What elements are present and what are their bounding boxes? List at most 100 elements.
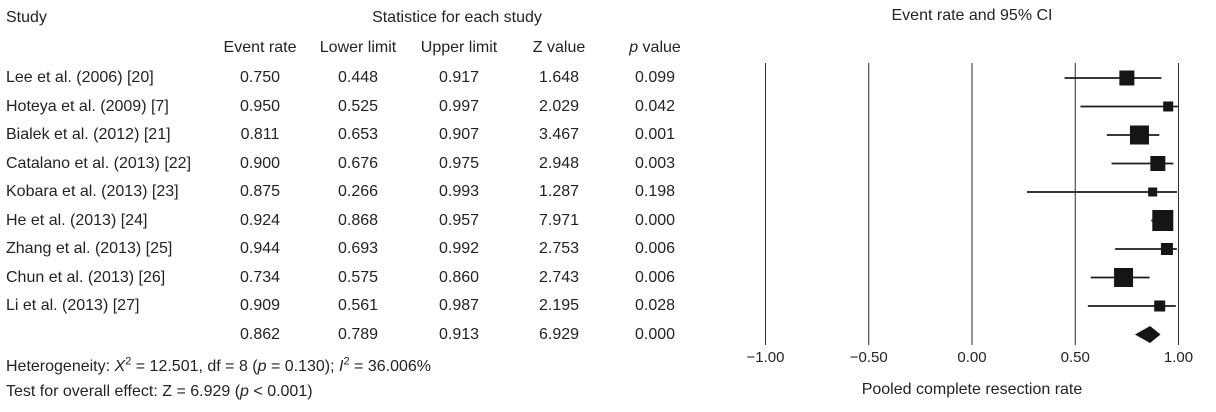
- table-row: Catalano et al. (2013) [22] 0.900 0.676 0.9…: [6, 150, 702, 179]
- lower-limit-cell: 0.525: [337, 97, 379, 115]
- x-axis-label: Pooled complete resection rate: [862, 381, 1083, 398]
- study-name-cell: Catalano et al. (2013) [22]: [6, 154, 192, 172]
- event-rate-cell: 0.909: [239, 297, 281, 315]
- lower-limit-cell: 0.561: [337, 297, 379, 315]
- plot-title: Event rate and 95% CI: [892, 7, 1053, 24]
- table-row: Chun et al. (2013) [26] 0.734 0.575 0.860 2.…: [6, 264, 702, 293]
- lower-limit-cell: 0.693: [337, 240, 379, 258]
- event-rate-cell: 0.734: [239, 268, 281, 286]
- upper-limit-cell: 0.957: [438, 211, 480, 229]
- table-row: Kobara et al. (2013) [23] 0.875 0.266 0.993…: [6, 178, 702, 207]
- z-value-column-header: Z value: [532, 39, 586, 56]
- z-value-cell: 2.029: [538, 97, 580, 115]
- footnotes: Heterogeneity: X2 = 12.501, df = 8 (p = …: [6, 354, 431, 404]
- i-squared-symbol: I: [339, 358, 344, 375]
- p-value-column-header: p value: [608, 39, 702, 57]
- study-name-cell: Chun et al. (2013) [26]: [6, 268, 166, 286]
- x-tick-label: −1.00: [747, 349, 785, 366]
- event-rate-cell: 0.950: [239, 97, 281, 115]
- table-row: Hoteya et al. (2009) [7] 0.950 0.525 0.997 2…: [6, 93, 702, 122]
- upper-limit-cell: 0.913: [438, 325, 480, 343]
- effect-square: [1154, 300, 1166, 312]
- lower-limit-column-header: Lower limit: [319, 39, 397, 56]
- table-group-header-row: Study Statistice for each study: [6, 4, 702, 32]
- upper-limit-cell: 0.993: [438, 183, 480, 201]
- table-row: Lee et al. (2006) [20] 0.750 0.448 0.917 1.6…: [6, 64, 702, 93]
- overall-effect-note: Test for overall effect: Z = 6.929 (p < …: [6, 379, 431, 404]
- text-segment: = 12.501, df = 8 (: [131, 358, 258, 375]
- z-value-cell: 1.287: [538, 183, 580, 201]
- stats-group-header: Statistice for each study: [372, 9, 542, 26]
- lower-limit-cell: 0.868: [337, 211, 379, 229]
- x-tick-label: 0.50: [1061, 349, 1090, 366]
- p-value-cell: 0.003: [634, 154, 676, 172]
- forest-plot: Event rate and 95% CI −1.00 −0.50 0.00 0.50 1…: [747, 7, 1194, 398]
- effect-square: [1129, 125, 1149, 145]
- upper-limit-cell: 0.992: [438, 240, 480, 258]
- x-tick-label: −0.50: [850, 349, 888, 366]
- event-rate-cell: 0.750: [239, 69, 281, 87]
- p-value-cell: 0.099: [634, 69, 676, 87]
- study-rows: Lee et al. (2006) [20] 0.750 0.448 0.917 1.6…: [6, 64, 702, 349]
- event-rate-cell: 0.875: [239, 183, 281, 201]
- stats-table: Study Statistice for each study Event ra…: [6, 4, 702, 349]
- study-name-cell: He et al. (2013) [24]: [6, 211, 148, 229]
- effect-square: [1114, 268, 1134, 287]
- p-value-cell: 0.006: [634, 240, 676, 258]
- upper-limit-cell: 0.987: [438, 297, 480, 315]
- text-segment: = 0.130);: [266, 358, 340, 375]
- upper-limit-cell: 0.860: [438, 268, 480, 286]
- table-row: Zhang et al. (2013) [25] 0.944 0.693 0.992 2…: [6, 235, 702, 264]
- lower-limit-cell: 0.653: [337, 126, 379, 144]
- z-value-cell: 2.195: [538, 297, 580, 315]
- lower-limit-cell: 0.448: [337, 69, 379, 87]
- event-rate-cell: 0.924: [239, 211, 281, 229]
- upper-limit-cell: 0.917: [438, 69, 480, 87]
- study-name-cell: Li et al. (2013) [27]: [6, 297, 140, 315]
- effect-square: [1163, 101, 1174, 112]
- effect-square: [1152, 210, 1174, 231]
- event-rate-column-header: Event rate: [223, 39, 297, 56]
- upper-limit-cell: 0.975: [438, 154, 480, 172]
- chi-symbol: X: [114, 358, 126, 375]
- z-value-cell: 6.929: [538, 325, 580, 343]
- p-symbol: p: [257, 358, 267, 375]
- z-value-cell: 2.743: [538, 268, 580, 286]
- p-value-header-italic: p: [629, 39, 639, 56]
- study-name-cell: Bialek et al. (2012) [21]: [6, 126, 171, 144]
- effect-square: [1160, 243, 1173, 255]
- z-value-cell: 7.971: [538, 211, 580, 229]
- text-segment: = 36.006%: [349, 358, 432, 375]
- chi-superscript: 2: [125, 355, 132, 368]
- table-row: He et al. (2013) [24] 0.924 0.868 0.957 7.97…: [6, 207, 702, 236]
- text-segment: < 0.001): [248, 383, 313, 400]
- study-name-cell: Kobara et al. (2013) [23]: [6, 183, 179, 201]
- event-rate-cell: 0.944: [239, 240, 281, 258]
- p-value-cell: 0.028: [634, 297, 676, 315]
- p-value-header-rest: value: [638, 39, 681, 56]
- z-value-cell: 1.648: [538, 69, 580, 87]
- study-column-header: Study: [6, 9, 47, 26]
- event-rate-cell: 0.811: [240, 126, 280, 144]
- x-tick-label: 1.00: [1164, 349, 1193, 366]
- effect-square: [1119, 70, 1135, 86]
- i-squared-superscript: 2: [343, 355, 350, 368]
- upper-limit-cell: 0.907: [438, 126, 480, 144]
- study-name-cell: Zhang et al. (2013) [25]: [6, 240, 173, 258]
- event-rate-cell: 0.900: [239, 154, 281, 172]
- p-value-cell: 0.000: [634, 211, 676, 229]
- p-symbol: p: [240, 383, 249, 400]
- effect-square: [1148, 187, 1158, 197]
- pooled-diamond: [1134, 326, 1161, 343]
- p-value-cell: 0.198: [634, 183, 676, 201]
- lower-limit-cell: 0.575: [337, 268, 379, 286]
- event-rate-cell: 0.862: [239, 325, 281, 343]
- table-column-header-row: Event rate Lower limit Upper limit Z val…: [6, 32, 702, 64]
- p-value-cell: 0.042: [634, 97, 676, 115]
- text-segment: Test for overall effect: Z = 6.929 (: [6, 383, 241, 400]
- p-value-cell: 0.006: [634, 268, 676, 286]
- z-value-cell: 2.753: [538, 240, 580, 258]
- upper-limit-cell: 0.997: [438, 97, 480, 115]
- text-segment: Heterogeneity:: [6, 358, 115, 375]
